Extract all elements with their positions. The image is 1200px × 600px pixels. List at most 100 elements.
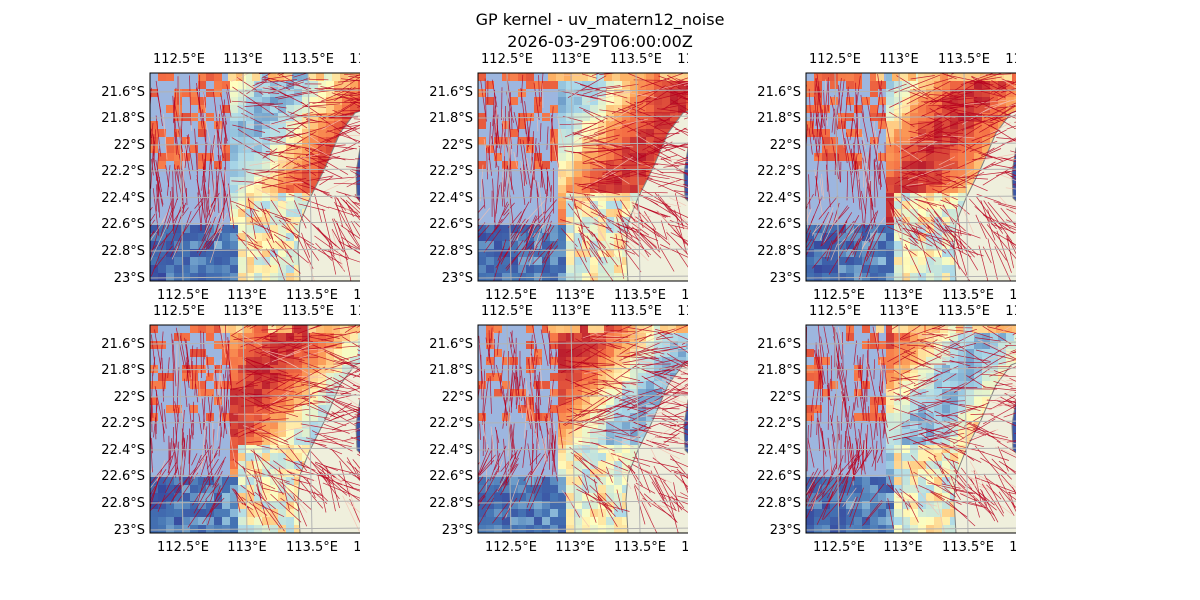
quiver-arrow xyxy=(320,471,348,496)
field-cell xyxy=(158,517,166,525)
field-cell xyxy=(598,153,606,161)
field-cell xyxy=(294,389,302,397)
lon-tick-bottom: 112.5°E xyxy=(157,540,209,553)
quiver-arrow xyxy=(639,85,666,104)
quiver-arrow xyxy=(518,468,533,503)
field-cell xyxy=(926,217,934,225)
quiver-arrow xyxy=(182,434,189,476)
field-cell xyxy=(654,145,662,153)
quiver-arrow xyxy=(267,374,300,394)
quiver-arrow xyxy=(967,161,996,179)
field-cell xyxy=(294,89,302,97)
field-cell xyxy=(606,333,614,341)
quiver-arrow xyxy=(641,169,687,182)
quiver-arrow xyxy=(1010,241,1016,250)
quiver-arrow xyxy=(527,126,529,143)
map-frame xyxy=(805,72,1016,282)
quiver-arrow xyxy=(188,403,194,440)
quiver-arrow xyxy=(319,176,333,186)
quiver-arrow xyxy=(250,449,285,476)
quiver-arrow xyxy=(283,176,304,180)
field-cell xyxy=(206,477,214,485)
quiver-arrow xyxy=(231,488,244,505)
quiver-arrow xyxy=(172,440,182,488)
field-cell xyxy=(684,73,688,81)
field-cell xyxy=(910,265,918,273)
field-cell xyxy=(494,485,502,493)
quiver-arrow xyxy=(338,374,360,389)
field-cell xyxy=(654,357,662,365)
field-cell xyxy=(558,137,566,145)
lat-tick: 22.2°S xyxy=(757,164,801,179)
field-cell xyxy=(294,421,302,429)
field-cell xyxy=(942,97,950,105)
field-cell xyxy=(286,209,294,217)
quiver-arrow xyxy=(603,429,641,439)
quiver-arrow xyxy=(266,469,297,503)
quiver-arrow xyxy=(911,137,957,143)
field-cell xyxy=(574,257,582,265)
quiver-arrow xyxy=(1001,78,1016,86)
quiver-arrow xyxy=(483,229,501,253)
quiver-arrow xyxy=(561,490,590,528)
lon-tick-top: 113°E xyxy=(223,304,263,319)
field-cell xyxy=(574,405,582,413)
quiver-arrow xyxy=(986,224,1016,259)
quiver-arrow xyxy=(251,459,262,499)
quiver-arrow xyxy=(216,125,224,158)
quiver-arrow xyxy=(574,81,593,89)
field-cell xyxy=(238,233,246,241)
quiver-arrow xyxy=(641,195,658,205)
field-cell xyxy=(222,81,230,89)
field-cell xyxy=(318,357,326,365)
field-cell xyxy=(934,185,942,193)
quiver-arrow xyxy=(255,188,288,204)
field-cell xyxy=(830,241,838,249)
field-cell xyxy=(270,81,278,89)
field-cell xyxy=(894,121,902,129)
quiver-arrow xyxy=(576,93,615,104)
field-cell xyxy=(238,241,246,249)
quiver-arrow xyxy=(899,166,916,172)
quiver-arrow xyxy=(912,172,928,178)
field-cell xyxy=(190,241,198,249)
quiver-arrow xyxy=(504,105,506,137)
field-cell xyxy=(574,461,582,469)
quiver-arrow xyxy=(663,440,688,445)
quiver-arrow xyxy=(210,483,217,502)
field-cell xyxy=(654,325,662,333)
quiver-arrow xyxy=(906,124,945,150)
quiver-arrow xyxy=(978,129,1007,145)
field-cell xyxy=(662,373,670,381)
field-cell xyxy=(894,81,902,89)
quiver-arrow xyxy=(204,426,208,451)
field-cell xyxy=(902,209,910,217)
field-cell xyxy=(590,485,598,493)
field-cell xyxy=(174,241,182,249)
field-cell xyxy=(862,249,870,257)
quiver-arrow xyxy=(619,333,652,355)
field-cell xyxy=(310,105,318,113)
quiver-arrow xyxy=(677,378,688,380)
quiver-arrow xyxy=(271,463,317,482)
field-cell xyxy=(286,517,294,525)
field-cell xyxy=(628,325,636,333)
quiver-arrow xyxy=(811,223,819,237)
field-cell xyxy=(526,273,534,281)
field-cell xyxy=(230,405,238,413)
field-cell xyxy=(894,89,902,97)
field-cell xyxy=(598,389,606,397)
lat-tick: 21.6°S xyxy=(101,85,145,100)
quiver-arrow xyxy=(346,179,360,188)
field-cell xyxy=(926,105,934,113)
field-cell xyxy=(556,73,564,81)
field-cell xyxy=(478,517,486,525)
field-cell xyxy=(190,373,198,381)
field-cell xyxy=(238,225,246,233)
field-cell xyxy=(926,137,934,145)
quiver-arrow xyxy=(215,167,220,214)
field-cell xyxy=(886,185,894,193)
quiver-arrow xyxy=(339,460,350,497)
field-cell xyxy=(174,509,182,517)
field-cell xyxy=(1014,73,1016,81)
